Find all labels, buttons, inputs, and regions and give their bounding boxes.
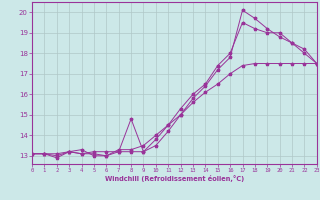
X-axis label: Windchill (Refroidissement éolien,°C): Windchill (Refroidissement éolien,°C) [105, 175, 244, 182]
